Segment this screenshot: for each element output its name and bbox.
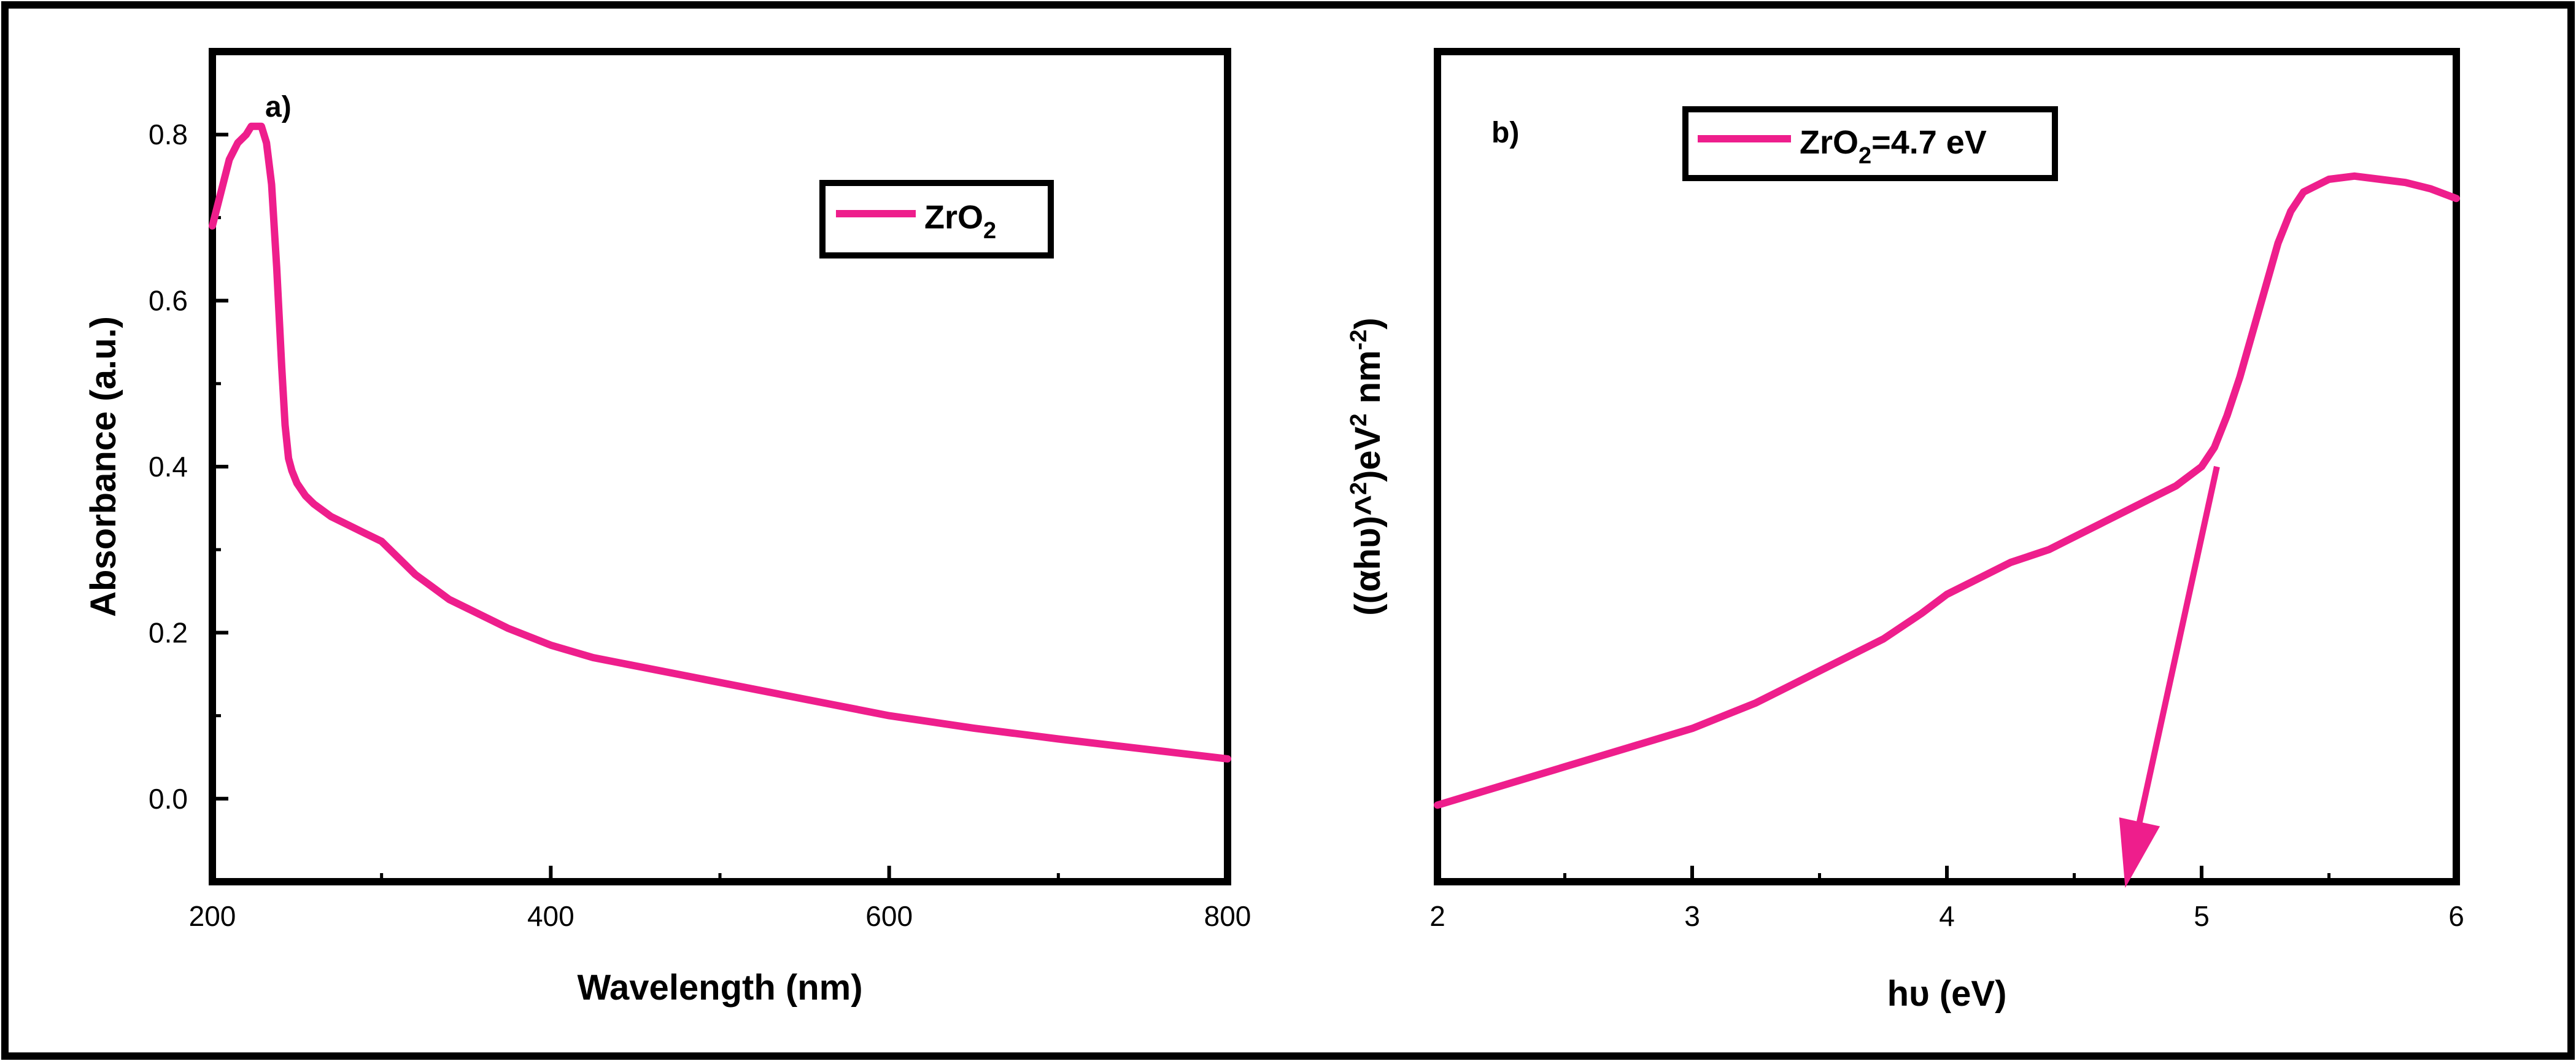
panel-a-xtick-label: 800	[1204, 900, 1251, 932]
panel-a-legend-text: ZrO2	[924, 199, 996, 244]
panel-a-ytick-label: 0.4	[149, 451, 188, 483]
panel-a-series-line	[209, 122, 1231, 763]
panel-a-xlabel: Wavelength (nm)	[577, 968, 862, 1008]
panel-a-tick-labels: 200 400 600 800 0.0 0.2 0.4 0.6 0.8	[149, 119, 1251, 932]
panel-b-legend: ZrO2=4.7 eV	[1682, 106, 2058, 181]
panel-a-xtick-label: 200	[189, 900, 236, 932]
panel-b-tick-labels: 2 3 4 5 6	[1429, 900, 2464, 932]
panel-b: 2 3 4 5 6 b) hυ (eV) ((αhυ)^2)eV2 nm-2) ZrO2…	[1346, 48, 2464, 1014]
panel-a: 200 400 600 800 0.0 0.2 0.4 0.6 0.8 a) Wavelengt…	[83, 48, 1251, 1008]
panel-a-legend-box	[819, 180, 1054, 258]
panel-b-xlabel: hυ (eV)	[1887, 974, 2007, 1014]
panel-b-legend-box	[1682, 106, 2058, 181]
panel-a-plot-area	[209, 48, 1231, 885]
panel-b-legend-text: ZrO2=4.7 eV	[1800, 124, 1987, 169]
panel-b-xtick-label: 3	[1684, 900, 1700, 932]
panel-a-ticks	[211, 133, 1229, 882]
panel-b-label: b)	[1491, 117, 1519, 149]
panel-a-xtick-label: 400	[527, 900, 574, 932]
panel-b-series-line	[1434, 172, 2460, 809]
panel-b-xtick-label: 5	[2194, 900, 2210, 932]
panel-b-tangent-line	[2130, 465, 2220, 851]
panel-b-ticks	[1436, 866, 2458, 882]
panel-a-ytick-label: 0.0	[149, 783, 188, 815]
panel-b-ylabel: ((αhυ)^2)eV2 nm-2)	[1346, 317, 1388, 615]
panel-a-ytick-label: 0.8	[149, 119, 188, 150]
panel-a-xtick-label: 600	[865, 900, 913, 932]
panel-b-xtick-label: 6	[2448, 900, 2464, 932]
panel-a-ytick-label: 0.6	[149, 285, 188, 317]
panel-a-label: a)	[265, 91, 292, 123]
panel-a-legend: ZrO2	[819, 180, 1054, 258]
panel-b-tangent-arrowhead	[2119, 817, 2160, 888]
panel-b-xtick-label: 2	[1429, 900, 1445, 932]
panel-a-ylabel: Absorbance (a.u.)	[83, 316, 123, 617]
panel-a-ytick-label: 0.2	[149, 616, 188, 648]
panel-b-xtick-label: 4	[1939, 900, 1955, 932]
